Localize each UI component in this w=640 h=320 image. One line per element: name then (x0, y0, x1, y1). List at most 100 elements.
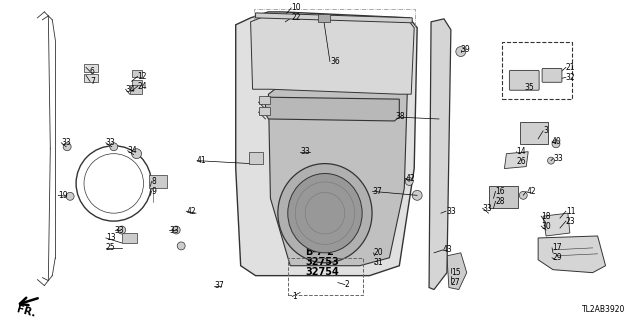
Text: 14: 14 (516, 147, 526, 156)
Circle shape (118, 226, 125, 234)
Text: 10: 10 (291, 4, 301, 12)
Text: B-7-2: B-7-2 (305, 247, 334, 257)
Polygon shape (251, 14, 414, 94)
Text: 16: 16 (495, 187, 505, 196)
Text: 18: 18 (541, 212, 550, 221)
Text: 28: 28 (495, 197, 505, 206)
Bar (132, 80, 141, 87)
Text: 32754: 32754 (305, 267, 339, 277)
Text: 23: 23 (566, 217, 575, 226)
Bar (130, 85, 141, 94)
Bar (259, 96, 271, 104)
Text: 25: 25 (106, 244, 115, 252)
Circle shape (548, 157, 554, 164)
Text: 15: 15 (451, 268, 461, 277)
Text: 42: 42 (405, 174, 415, 183)
Bar (84, 64, 98, 72)
Text: TL2AB3920: TL2AB3920 (582, 305, 625, 314)
Text: 38: 38 (396, 113, 405, 122)
Circle shape (412, 190, 422, 200)
Bar (253, 9, 415, 27)
Circle shape (110, 143, 118, 151)
Text: 31: 31 (374, 258, 383, 267)
Circle shape (132, 149, 141, 159)
Text: 6: 6 (90, 67, 95, 76)
Text: 20: 20 (374, 248, 383, 257)
FancyBboxPatch shape (542, 68, 562, 82)
Ellipse shape (288, 173, 362, 253)
Bar (132, 70, 141, 77)
Polygon shape (236, 12, 417, 276)
Text: 33: 33 (170, 226, 179, 235)
Polygon shape (268, 77, 407, 266)
Circle shape (63, 143, 71, 151)
Bar (150, 174, 167, 188)
Circle shape (405, 178, 413, 185)
Polygon shape (543, 213, 570, 236)
Text: 17: 17 (552, 244, 562, 252)
Text: 37: 37 (214, 281, 223, 290)
Text: 32: 32 (566, 73, 575, 82)
Polygon shape (447, 253, 467, 290)
Circle shape (456, 47, 466, 57)
Circle shape (371, 252, 378, 260)
Bar (318, 14, 330, 22)
Text: 33: 33 (300, 147, 310, 156)
Text: 40: 40 (552, 137, 562, 146)
Text: 3: 3 (543, 126, 548, 135)
Text: 27: 27 (451, 278, 461, 287)
Text: 2: 2 (345, 280, 349, 289)
Polygon shape (504, 152, 528, 169)
Bar (288, 258, 363, 295)
Text: 19: 19 (58, 191, 68, 200)
Polygon shape (255, 13, 412, 23)
Text: 5: 5 (259, 108, 264, 116)
Text: 43: 43 (443, 245, 452, 254)
Text: 21: 21 (566, 63, 575, 72)
Text: 33: 33 (446, 207, 456, 216)
Text: 9: 9 (152, 187, 156, 196)
Text: 1: 1 (292, 292, 297, 301)
Polygon shape (266, 97, 399, 121)
Polygon shape (429, 19, 451, 290)
Text: 33: 33 (61, 138, 71, 147)
Text: 4: 4 (259, 98, 264, 107)
Text: 34: 34 (127, 146, 138, 155)
Text: 22: 22 (291, 13, 301, 22)
Text: 12: 12 (138, 72, 147, 81)
Text: 35: 35 (524, 83, 534, 92)
Bar (122, 233, 136, 243)
Text: 24: 24 (138, 82, 147, 91)
Circle shape (177, 242, 185, 250)
Text: 34: 34 (125, 85, 136, 94)
Bar (502, 42, 572, 99)
Bar (431, 244, 445, 256)
Bar (520, 122, 548, 144)
Text: 42: 42 (186, 207, 196, 216)
Text: 36: 36 (330, 57, 340, 66)
Circle shape (437, 209, 445, 217)
Text: 42: 42 (526, 187, 536, 196)
Text: 7: 7 (90, 77, 95, 86)
Text: FR.: FR. (16, 304, 37, 319)
Bar (488, 187, 518, 208)
Text: 8: 8 (152, 177, 156, 186)
Text: 33: 33 (115, 226, 125, 235)
Text: 11: 11 (566, 207, 575, 216)
Text: 26: 26 (516, 157, 526, 166)
Bar (84, 74, 98, 82)
Circle shape (552, 140, 560, 148)
Text: 32753: 32753 (305, 257, 339, 267)
Text: 33: 33 (483, 204, 492, 213)
Ellipse shape (278, 164, 372, 263)
Circle shape (66, 192, 74, 200)
Text: 13: 13 (106, 234, 115, 243)
Text: 33: 33 (106, 138, 116, 147)
Text: 33: 33 (553, 154, 563, 163)
FancyBboxPatch shape (509, 70, 539, 90)
Text: 41: 41 (197, 156, 207, 165)
Text: 30: 30 (541, 221, 551, 231)
Polygon shape (538, 236, 605, 273)
Text: 29: 29 (552, 253, 562, 262)
Text: 37: 37 (372, 187, 382, 196)
